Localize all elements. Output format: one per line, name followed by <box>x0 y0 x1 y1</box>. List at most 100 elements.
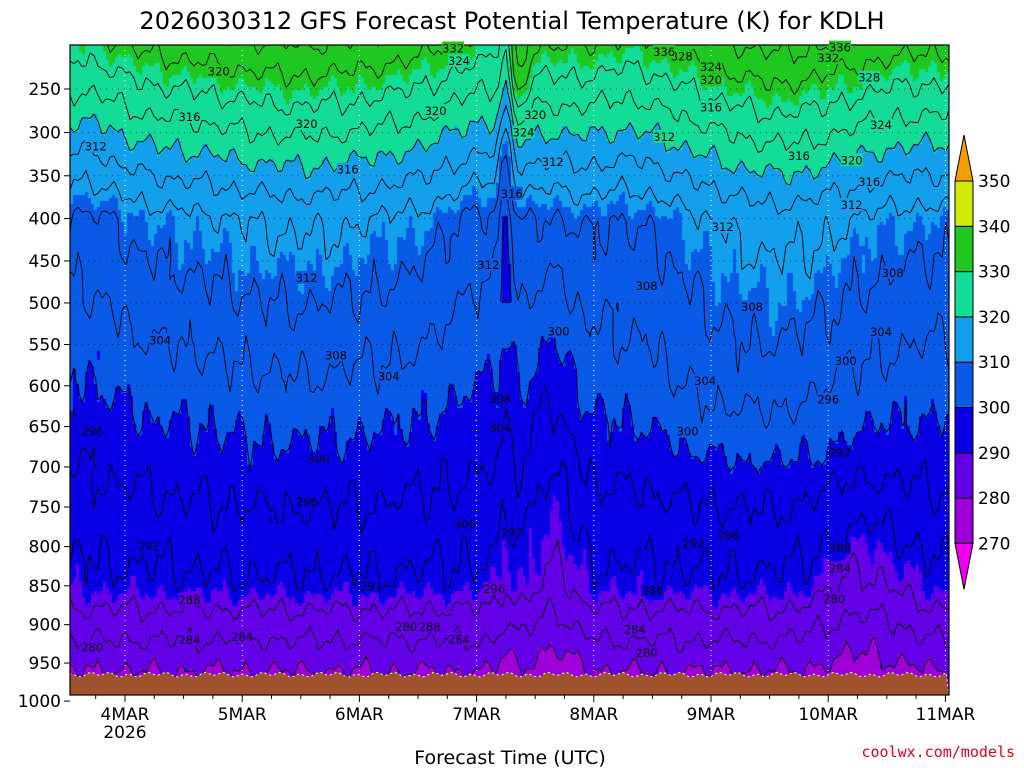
contour-label-bg <box>641 583 664 597</box>
contour-label: 320 <box>208 64 230 78</box>
contour-label: 296 <box>718 529 740 543</box>
y-tick-label-1000: 1000 <box>18 692 61 712</box>
contour-label: 320 <box>841 153 863 167</box>
x-tick-label-7mar: 7MAR <box>452 705 501 725</box>
contour-label: 300 <box>454 517 476 531</box>
contour-label: 324 <box>513 126 535 140</box>
contour-label: 308 <box>741 300 763 314</box>
contour-label: 300 <box>307 452 329 466</box>
contour-label: 316 <box>501 187 523 201</box>
chart-title: 2026030312 GFS Forecast Potential Temper… <box>139 7 884 35</box>
contour-label-bg <box>295 116 318 130</box>
contour-label: 312 <box>85 139 107 153</box>
contour-label: 304 <box>694 374 716 388</box>
axis-layer: 250 300 350 400 450 500 550 600 650 700 750 800 850 9… <box>18 80 976 743</box>
colorbar-top-arrow <box>954 134 974 182</box>
contour-label: 324 <box>448 54 470 68</box>
contour-label: 328 <box>671 49 693 63</box>
colorbar-label-300: 300 <box>978 399 1010 419</box>
contour-label-bg <box>512 125 535 139</box>
y-tick-label-450: 450 <box>29 252 61 272</box>
contour-label-bg <box>377 369 400 383</box>
contour-label-bg <box>653 45 676 59</box>
contour-label-bg <box>547 324 570 338</box>
contour-label: 320 <box>425 104 447 118</box>
contour-label-bg <box>623 622 646 636</box>
contour-label: 320 <box>296 117 318 131</box>
contour-label-bg <box>881 265 904 279</box>
y-tick-label-650: 650 <box>29 418 61 438</box>
contour-label: 308 <box>882 266 904 280</box>
colorbar-band-300 <box>954 361 974 409</box>
contour-label-bg <box>137 539 160 553</box>
contour-label-bg <box>81 424 104 438</box>
contour-label: 320 <box>700 73 722 87</box>
contour-label-bg <box>178 633 201 647</box>
colorbar-label-330: 330 <box>978 263 1010 283</box>
contour-label: 336 <box>653 45 675 59</box>
contour-label: 332 <box>817 51 839 65</box>
contour-label: 296 <box>296 495 318 509</box>
contour-label: 312 <box>712 220 734 234</box>
colorbar-bottom-arrow <box>954 542 974 590</box>
source-credit-link[interactable]: coolwx.com/models <box>861 743 1015 761</box>
contour-label: 324 <box>700 60 722 74</box>
contour-label-bg <box>635 646 658 660</box>
contour-label: 280 <box>636 646 658 660</box>
contour-label: 280 <box>395 620 417 634</box>
colorbar-band-320 <box>954 271 974 318</box>
contour-label-bg <box>524 108 547 122</box>
x-tick-label-11mar: 11MAR <box>916 705 976 725</box>
contour-label: 284 <box>448 632 470 646</box>
contour-label-bg <box>834 354 857 368</box>
contour-label-bg <box>149 333 172 347</box>
contour-label: 312 <box>653 130 675 144</box>
contour-label: 288 <box>419 620 441 634</box>
contour-label-bg <box>541 154 564 168</box>
contour-label-bg <box>418 619 441 633</box>
contour-label-bg <box>81 640 104 654</box>
y-tick-label-300: 300 <box>29 124 61 144</box>
colorbar-band-330 <box>954 225 974 273</box>
contour-label-bg <box>817 392 840 406</box>
contour-label: 304 <box>870 325 892 339</box>
contour-label-bg <box>207 64 230 78</box>
contour-label: 284 <box>624 622 646 636</box>
contour-label: 280 <box>81 641 103 655</box>
contour-label: 304 <box>489 421 511 435</box>
contour-label: 328 <box>858 71 880 85</box>
contour-label: 292 <box>829 445 851 459</box>
y-tick-label-750: 750 <box>29 498 61 518</box>
y-tick-label-350: 350 <box>29 167 61 187</box>
contour-label-bg <box>395 619 418 633</box>
contour-label-bg <box>295 270 318 284</box>
contour-label: 316 <box>178 110 200 124</box>
contour-label: 308 <box>325 348 347 362</box>
contour-label-bg <box>858 174 881 188</box>
contour-label: 292 <box>501 525 523 539</box>
contour-label: 336 <box>829 41 851 55</box>
contour-label-bg <box>670 49 693 63</box>
contour-label: 296 <box>817 393 839 407</box>
contour-label-bg <box>741 300 764 314</box>
contour-label: 296 <box>81 424 103 438</box>
contour-label-bg <box>717 528 740 542</box>
contour-label-bg <box>453 517 476 531</box>
contour-label-bg <box>711 220 734 234</box>
contour-label-bg <box>869 325 892 339</box>
contour-label: 312 <box>296 271 318 285</box>
contour-label: 316 <box>788 149 810 163</box>
contour-label: 304 <box>149 333 171 347</box>
contour-label: 312 <box>542 155 564 169</box>
contour-label-bg <box>694 373 717 387</box>
colorbar-label-310: 310 <box>978 353 1010 373</box>
ground-terrain <box>70 671 949 695</box>
contour-label-bg <box>360 579 383 593</box>
contour-label-bg <box>84 139 107 153</box>
contour-label: 300 <box>548 324 570 338</box>
contour-label-bg <box>489 391 512 405</box>
contour-label-bg <box>840 197 863 211</box>
x-tick-label-5mar: 5MAR <box>218 705 267 725</box>
contour-label-bg <box>448 53 471 67</box>
contour-label-bg <box>700 73 722 87</box>
